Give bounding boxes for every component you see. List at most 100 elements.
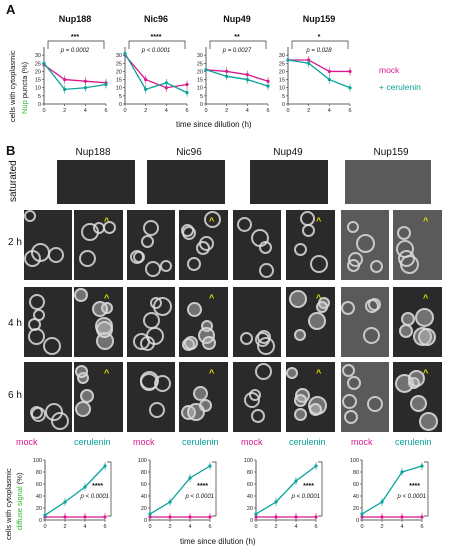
micrograph-saturated-nup188 [56, 159, 136, 205]
p-value-label: p < 0.0001 [141, 48, 171, 54]
y-tick-label: 60 [247, 482, 253, 488]
micrograph-6h-nic96-mock [126, 361, 176, 433]
x-tick-label: 4 [165, 108, 168, 114]
arrowhead-marker: ^ [104, 216, 110, 226]
x-tick-label: 2 [168, 524, 171, 530]
y-tick-label: 20 [353, 506, 359, 512]
yeast-cell [202, 336, 216, 350]
y-tick-label: 25 [116, 61, 122, 67]
yeast-cell [28, 328, 45, 345]
yeast-cell [289, 290, 307, 308]
x-tick-label: 0 [43, 524, 46, 530]
micrograph-6h-nup159-mock [340, 361, 390, 433]
significance-bracket [47, 40, 105, 49]
x-tick-label: 2 [144, 108, 147, 114]
arrowhead-marker: ^ [423, 216, 429, 226]
arrowhead-marker: ^ [209, 216, 215, 226]
arrowhead-marker: ^ [104, 293, 110, 303]
y-tick-label: 0 [144, 518, 147, 524]
micrograph-4h-nic96-mock [126, 286, 176, 358]
significance-bracket [212, 461, 217, 517]
yeast-cell [399, 324, 413, 338]
y-tick-label: 0 [356, 518, 359, 524]
x-tick-label: 6 [266, 108, 269, 114]
arrowhead-marker: ^ [316, 216, 322, 226]
yeast-cell [310, 255, 328, 273]
yeast-cell [251, 229, 269, 247]
significance-stars: **** [409, 483, 420, 490]
yeast-cell [415, 308, 434, 327]
p-value-label: p < 0.0001 [184, 494, 214, 500]
yeast-cell [237, 217, 252, 232]
significance-stars: * [318, 34, 321, 41]
y-tick-label: 20 [36, 506, 42, 512]
yeast-cell [286, 367, 298, 379]
cerulenin-label-3: cerulenin [289, 437, 326, 447]
yeast-cell [75, 401, 91, 417]
y-tick-label: 10 [35, 86, 41, 92]
row-label-2h: 2 h [8, 237, 22, 248]
micrograph-2h-nup49-mock [232, 209, 282, 281]
yeast-cell [251, 409, 265, 423]
chart-title: Nup188 [59, 14, 92, 24]
panel-b-letter: B [6, 143, 16, 158]
y-tick-label: 60 [353, 482, 359, 488]
yeast-cell [196, 241, 210, 255]
cerulenin-label-4: cerulenin [395, 437, 432, 447]
yeast-cell [419, 412, 438, 431]
micrograph-2h-nic96-mock [126, 209, 176, 281]
yeast-cell [130, 250, 144, 264]
y-tick-label: 30 [197, 53, 203, 59]
y-tick-label: 10 [279, 86, 285, 92]
series-line-mock [205, 69, 269, 82]
yeast-cell [80, 389, 94, 403]
significance-stars: *** [71, 34, 79, 41]
y-tick-label: 40 [141, 494, 147, 500]
x-tick-label: 2 [63, 108, 66, 114]
micrograph-4h-nup49-mock [232, 286, 282, 358]
series-line-cerulenin [361, 465, 423, 515]
yeast-cell [410, 395, 427, 412]
yeast-cell [160, 260, 172, 272]
yeast-cell [45, 403, 63, 421]
micrograph-6h-nup159-cerulenin: ^ [392, 361, 443, 433]
series-line-mock [288, 59, 350, 73]
yeast-cell [255, 363, 272, 380]
y-tick-label: 40 [247, 494, 253, 500]
series-line-cerulenin [44, 465, 106, 516]
x-tick-label: 6 [208, 524, 211, 530]
yeast-cell [294, 329, 306, 341]
y-tick-label: 80 [36, 470, 42, 476]
p-value-label: p = 0.028 [305, 48, 332, 54]
y-tick-label: 0 [39, 518, 42, 524]
yeast-cell [150, 297, 162, 309]
micrograph-4h-nup49-cerulenin: ^ [285, 286, 336, 358]
yeast-cell [363, 327, 380, 344]
micrograph-saturated-nic96 [146, 159, 226, 205]
yeast-cell [397, 226, 411, 240]
micrograph-6h-nup49-cerulenin: ^ [285, 361, 336, 433]
yeast-cell [33, 309, 45, 321]
micrograph-6h-nup188-cerulenin: ^ [73, 361, 124, 433]
y-tick-label: 5 [282, 94, 285, 100]
y-tick-label: 20 [197, 69, 203, 75]
micrograph-6h-nup49-mock [232, 361, 282, 433]
series-line-mock [124, 54, 188, 89]
yeast-cell [79, 250, 96, 267]
y-tick-label: 15 [197, 78, 203, 84]
x-tick-label: 4 [328, 108, 331, 114]
yeast-cell [92, 301, 108, 317]
yeast-cell [133, 333, 150, 350]
yeast-cell [48, 247, 64, 263]
p-value-label: p < 0.0001 [290, 494, 320, 500]
yeast-cell [347, 221, 359, 233]
yeast-cell [184, 336, 198, 350]
x-tick-label: 6 [103, 524, 106, 530]
micrograph-4h-nup159-cerulenin: ^ [392, 286, 443, 358]
y-tick-label: 20 [116, 69, 122, 75]
y-tick-label: 25 [279, 61, 285, 67]
micrograph-2h-nup49-cerulenin: ^ [285, 209, 336, 281]
legend-cerulenin: + cerulenin [379, 82, 421, 92]
micrograph-saturated-nup49 [249, 159, 329, 205]
mock-label-4: mock [351, 437, 373, 447]
